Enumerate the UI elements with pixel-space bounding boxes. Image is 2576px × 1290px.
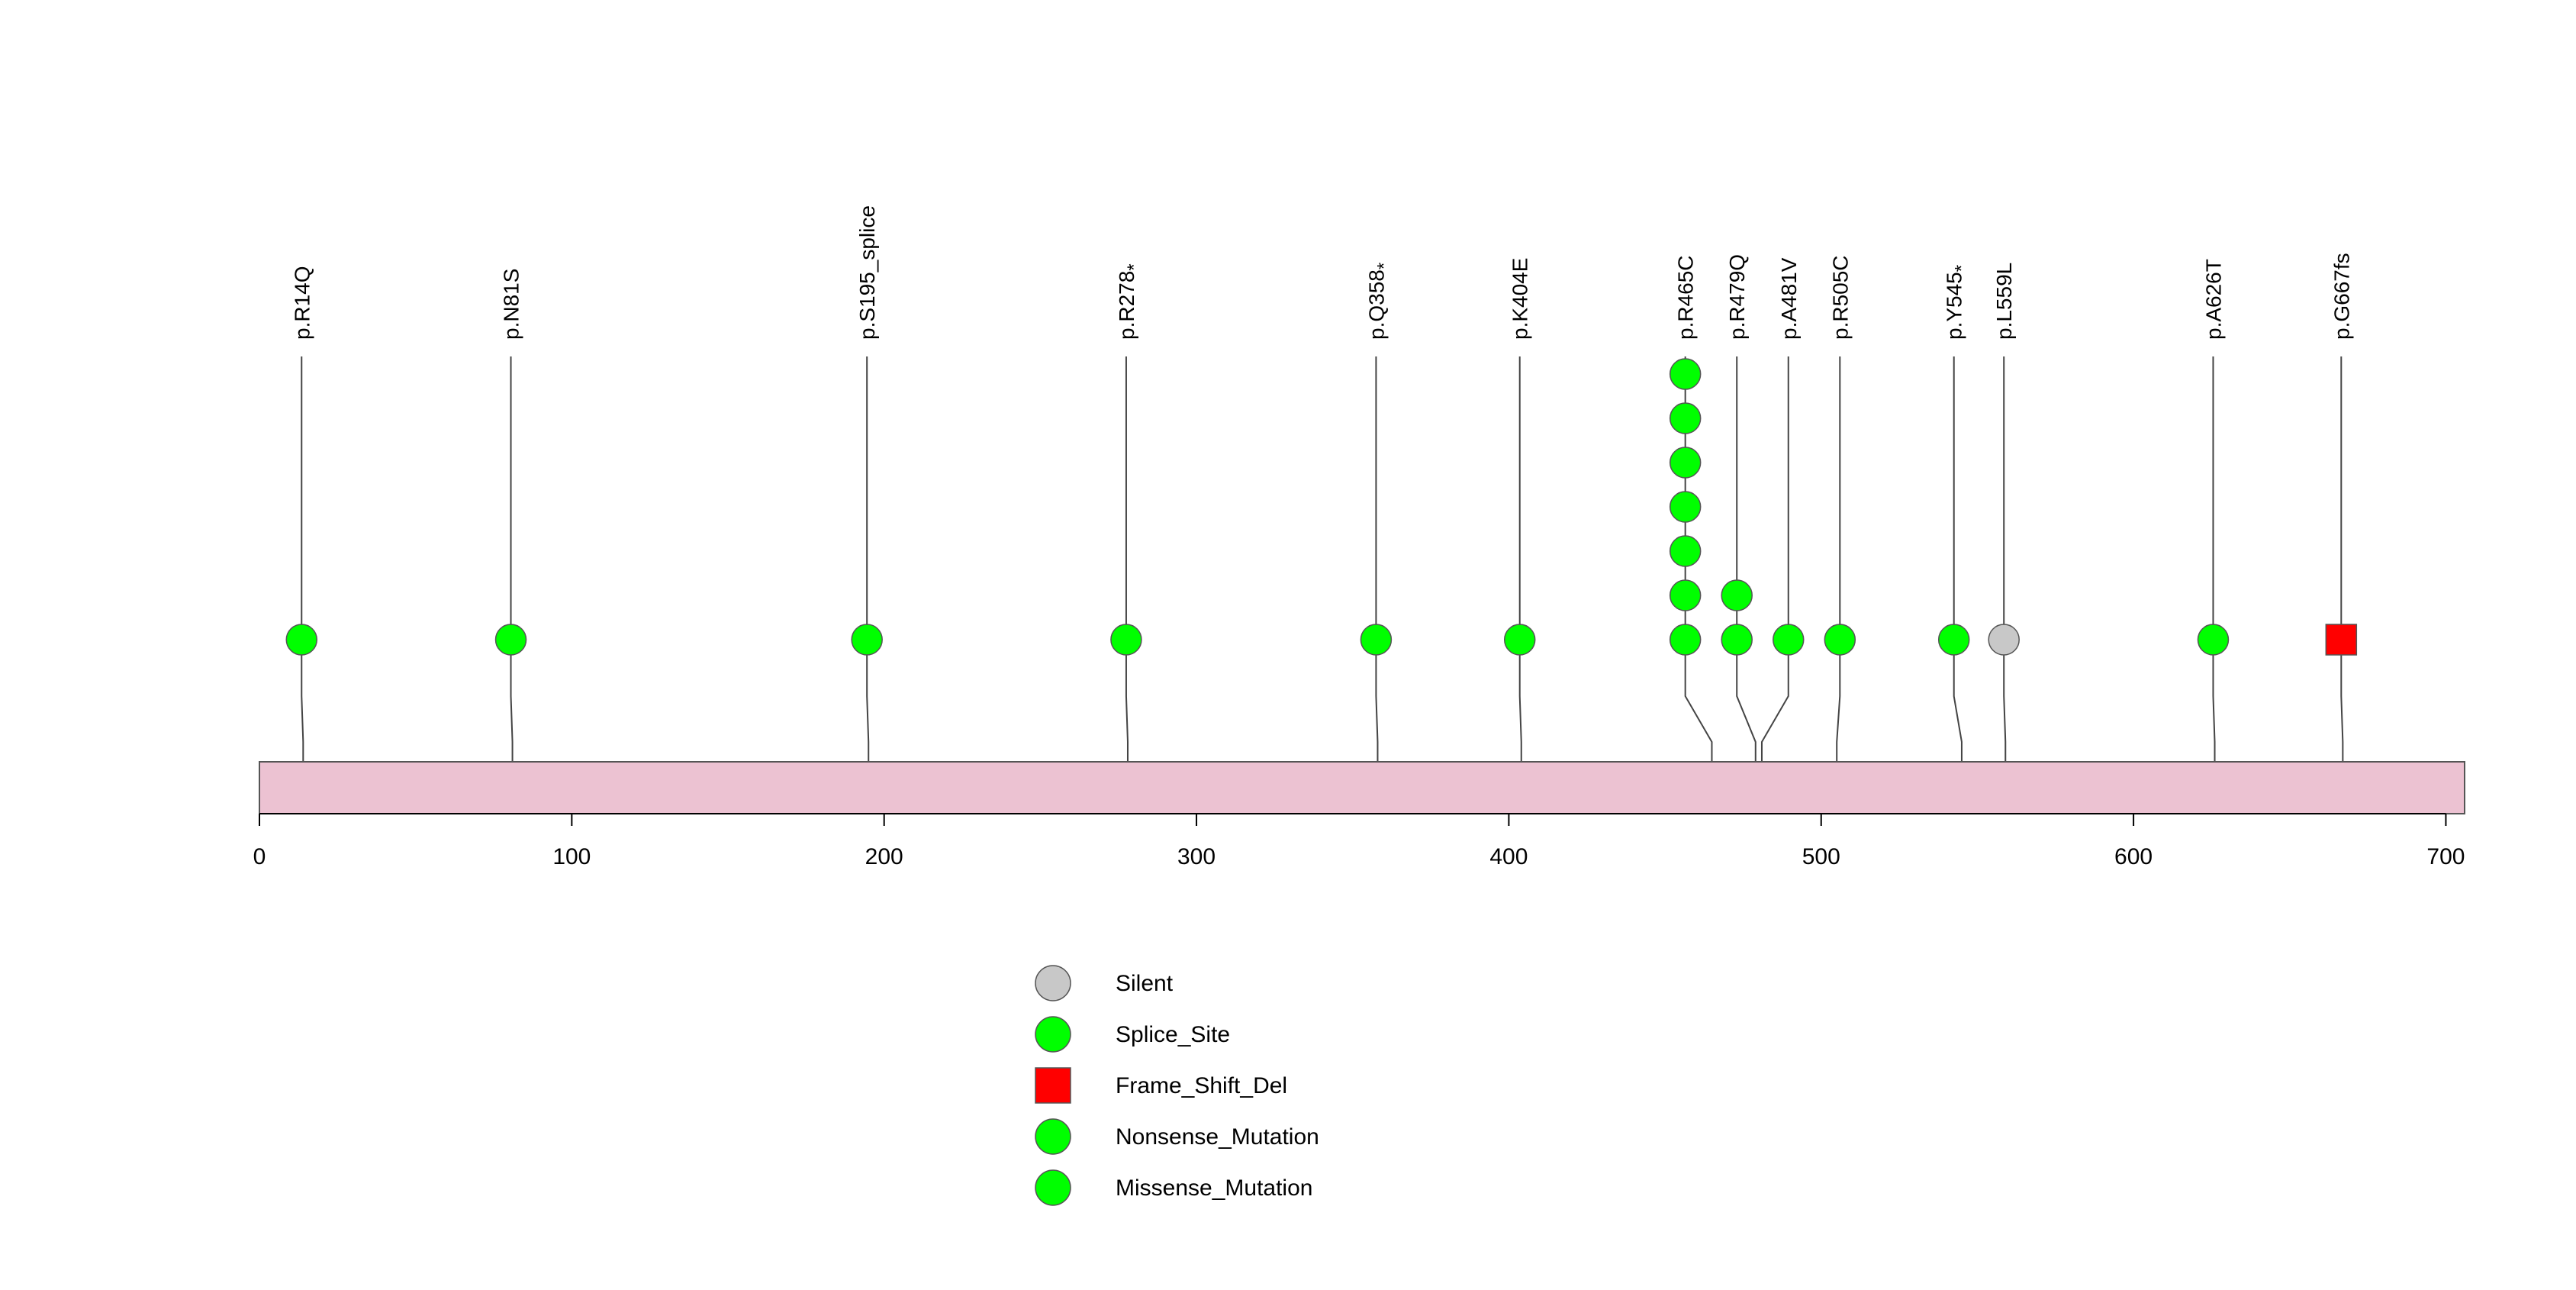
mutation-labels: p.R14Q p.N81S p.S195_splice p.R278* p.Q358* p… [290, 205, 2353, 340]
legend-label-frame-shift-del: Frame_Shift_Del [1116, 1073, 1287, 1098]
x-tick-label-100: 100 [552, 844, 591, 869]
frameshift-marker [2325, 624, 2358, 656]
nonsense-star: * [1952, 265, 1972, 272]
mutation-stems [301, 356, 2344, 814]
nonsense-star: * [1124, 263, 1145, 270]
missense-mutation-marker [494, 624, 527, 656]
missense-mutation-marker [1669, 358, 1702, 390]
nonsense-mutation-marker [1937, 624, 1970, 656]
mutation-label-p-r278: p.R278* [1115, 263, 1145, 340]
legend-symbol-nonsense-mutation [1035, 1118, 1071, 1155]
legend-label-nonsense-mutation: Nonsense_Mutation [1116, 1124, 1319, 1150]
nonsense-mutation-marker [1110, 624, 1142, 656]
mutation-label-p-s195-splice: p.S195_splice [855, 205, 879, 340]
legend-label-missense-mutation: Missense_Mutation [1116, 1176, 1312, 1201]
nonsense-mutation-marker [1360, 624, 1393, 656]
mutation-label-p-g667fs: p.G667fs [2330, 253, 2353, 340]
missense-mutation-marker [285, 624, 318, 656]
mutation-label-p-r505c: p.R505C [1828, 255, 1852, 340]
legend-label-silent: Silent [1116, 971, 1174, 996]
mutation-label-p-q358: p.Q358* [1364, 263, 1394, 340]
missense-mutation-marker [1669, 579, 1702, 611]
legend-symbol-frame-shift-del [1035, 1067, 1071, 1104]
mutation-label-p-y545: p.Y545* [1943, 265, 1972, 340]
legend-symbol-missense-mutation [1035, 1169, 1071, 1206]
missense-mutation-marker [1721, 579, 1753, 611]
x-tick-label-400: 400 [1489, 844, 1528, 869]
missense-mutation-marker [1503, 624, 1536, 656]
missense-mutation-marker [1824, 624, 1856, 656]
x-axis: 0 100 200 300 400 500 600 700 [253, 813, 2465, 869]
mutation-label-p-n81s: p.N81S [500, 269, 523, 340]
legend-label-splice-site: Splice_Site [1116, 1022, 1230, 1047]
x-tick-label-700: 700 [2426, 844, 2465, 869]
mutation-label-p-a481v: p.A481V [1777, 257, 1801, 340]
x-tick-label-0: 0 [253, 844, 266, 869]
mutation-label-p-r479q: p.R479Q [1725, 254, 1749, 340]
mutation-label-p-a626t: p.A626T [2201, 259, 2225, 340]
silent-marker [1988, 624, 2020, 656]
missense-mutation-marker [1669, 402, 1702, 434]
missense-mutation-marker [1669, 447, 1702, 479]
mutation-markers [285, 358, 2358, 656]
x-tick-label-300: 300 [1177, 844, 1216, 869]
missense-mutation-marker [1669, 624, 1702, 656]
legend-symbol-splice-site [1035, 1016, 1071, 1053]
splice-site-marker [851, 624, 883, 656]
legend: Silent Splice_Site Frame_Shift_Del Nonsense… [1035, 965, 1319, 1206]
protein-bar [259, 761, 2465, 814]
missense-mutation-marker [1669, 535, 1702, 567]
mutation-label-p-l559l: p.L559L [1992, 263, 2016, 340]
missense-mutation-marker [2197, 624, 2230, 656]
x-tick-label-600: 600 [2114, 844, 2153, 869]
x-tick-label-500: 500 [1802, 844, 1840, 869]
missense-mutation-marker [1773, 624, 1805, 656]
legend-symbol-silent [1035, 965, 1071, 1001]
x-tick-label-200: 200 [865, 844, 903, 869]
missense-mutation-marker [1721, 624, 1753, 656]
mutation-label-p-r14q: p.R14Q [290, 266, 314, 340]
mutation-label-p-r465c: p.R465C [1674, 255, 1698, 340]
mutation-label-p-k404e: p.K404E [1509, 258, 1532, 340]
missense-mutation-marker [1669, 491, 1702, 523]
nonsense-star: * [1373, 263, 1394, 269]
